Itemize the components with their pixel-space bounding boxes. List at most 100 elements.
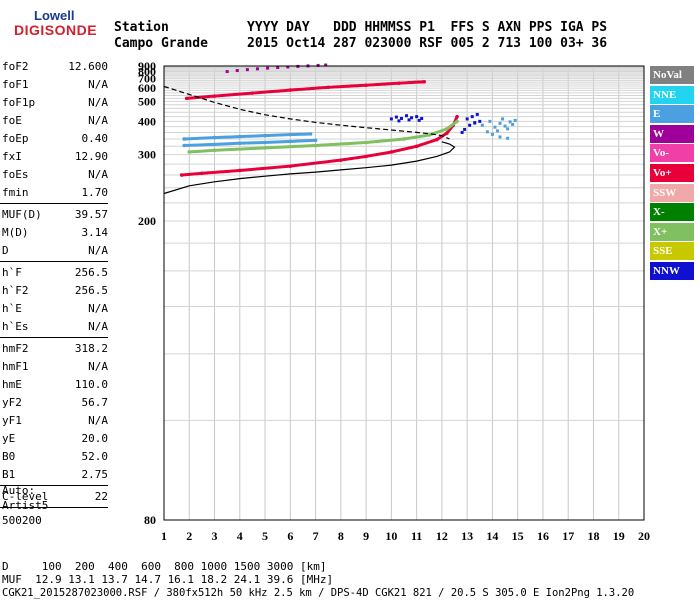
param-row: fmin 1.70: [2, 184, 108, 202]
param-row: yF2 56.7: [2, 394, 108, 412]
echo-point: [182, 137, 187, 141]
param-row: yF1 N/A: [2, 412, 108, 430]
echo-point: [313, 143, 318, 148]
echo-point: [463, 127, 467, 131]
legend-item-sse: SSE: [650, 242, 694, 261]
echo-point: [200, 171, 204, 176]
param-name: C-level: [2, 490, 49, 503]
x-tick-label: 5: [262, 529, 268, 543]
echo-point: [485, 130, 489, 134]
param-name: fmin: [2, 186, 29, 199]
header-row-labels: Station YYYY DAY DDD HHMMSS P1 FFS S AXN…: [114, 20, 608, 35]
legend-item-vo-: Vo+: [650, 164, 694, 182]
auto-code: 500200: [2, 514, 42, 527]
echo-point: [313, 138, 318, 143]
param-row: h`F2 256.5: [2, 282, 108, 300]
echo-point: [364, 154, 368, 159]
param-row: foF2 12.600: [2, 58, 108, 76]
param-value: N/A: [88, 414, 108, 427]
echo-point: [308, 132, 313, 136]
echo-point: [405, 114, 409, 118]
echo-point: [288, 132, 293, 137]
echo-point: [389, 117, 393, 121]
echo-point: [266, 66, 270, 70]
plot-background: [164, 66, 644, 520]
param-row: C-level 22: [2, 488, 108, 506]
param-name: hmE: [2, 378, 22, 391]
echo-point: [475, 112, 479, 116]
echo-point: [455, 114, 459, 119]
param-separator: [0, 203, 108, 204]
echo-point: [488, 119, 492, 123]
echo-trace-vo-: [185, 80, 426, 100]
x-tick-label: 9: [363, 529, 369, 543]
param-row: M(D) 3.14: [2, 224, 108, 242]
param-value: 3.14: [81, 226, 109, 239]
legend-item-vo-: Vo-: [650, 144, 694, 163]
y-tick-label: 500: [138, 94, 156, 108]
param-name: foF1: [2, 78, 29, 91]
param-name: foF2: [2, 60, 29, 73]
plot-frame: [163, 65, 645, 521]
x-tick-label: 16: [537, 529, 549, 543]
param-name: D: [2, 244, 9, 257]
echo-point: [468, 123, 472, 127]
echo-point: [490, 132, 494, 136]
x-tick-label: 1: [161, 529, 167, 543]
echo-point: [394, 115, 398, 119]
param-value: 39.57: [74, 208, 108, 221]
x-tick-label: 8: [338, 529, 344, 543]
echo-point: [470, 115, 474, 119]
echo-trace-e: [182, 132, 312, 141]
param-value: 256.5: [74, 266, 108, 279]
param-value: 20.0: [81, 432, 109, 445]
param-value: 318.2: [74, 342, 108, 355]
echo-point: [187, 150, 192, 154]
echo-point: [255, 67, 259, 71]
y-tick-label: 600: [138, 81, 156, 95]
param-value: N/A: [88, 360, 108, 373]
y-tick-label: 900: [138, 59, 156, 73]
param-name: h`F2: [2, 284, 29, 297]
param-value: N/A: [88, 168, 108, 181]
param-row: foEp 0.40: [2, 130, 108, 148]
param-name: yF1: [2, 414, 22, 427]
echo-point: [480, 123, 484, 127]
param-value: N/A: [88, 114, 108, 127]
y-tick-label: 80: [144, 513, 156, 527]
param-value: N/A: [88, 320, 108, 333]
echo-point: [237, 141, 242, 146]
echo-point: [417, 118, 421, 122]
legend-item-w: W: [650, 124, 694, 143]
param-row: foEs N/A: [2, 166, 108, 184]
x-tick-label: 20: [638, 529, 650, 543]
param-value: N/A: [88, 244, 108, 257]
param-value: 110.0: [74, 378, 108, 391]
param-name: foE: [2, 114, 22, 127]
lowell-logo-text: Lowell: [34, 8, 75, 23]
param-row: h`F 256.5: [2, 264, 108, 282]
echo-point: [397, 81, 401, 86]
param-name: yF2: [2, 396, 22, 409]
echo-point: [414, 144, 419, 149]
x-tick-label: 19: [613, 529, 625, 543]
echo-point: [288, 139, 293, 144]
echo-point: [420, 116, 424, 120]
param-name: foEp: [2, 132, 29, 145]
x-tick-label: 13: [461, 529, 473, 543]
param-value: N/A: [88, 302, 108, 315]
legend-item-e: E: [650, 105, 694, 124]
auto-program: Artist5: [2, 499, 49, 512]
param-value: 12.90: [74, 150, 108, 163]
x-tick-label: 7: [313, 529, 319, 543]
param-value: 56.7: [81, 396, 109, 409]
param-value: 1.70: [81, 186, 109, 199]
model-curve-solid: [163, 141, 456, 195]
legend-item-nne: NNE: [650, 85, 694, 104]
param-row: D N/A: [2, 242, 108, 260]
echo-point: [339, 158, 343, 162]
x-tick-label: 3: [212, 529, 218, 543]
echo-point: [493, 125, 497, 129]
legend-item-noval: NoVal: [650, 66, 694, 84]
echo-point: [288, 88, 293, 92]
